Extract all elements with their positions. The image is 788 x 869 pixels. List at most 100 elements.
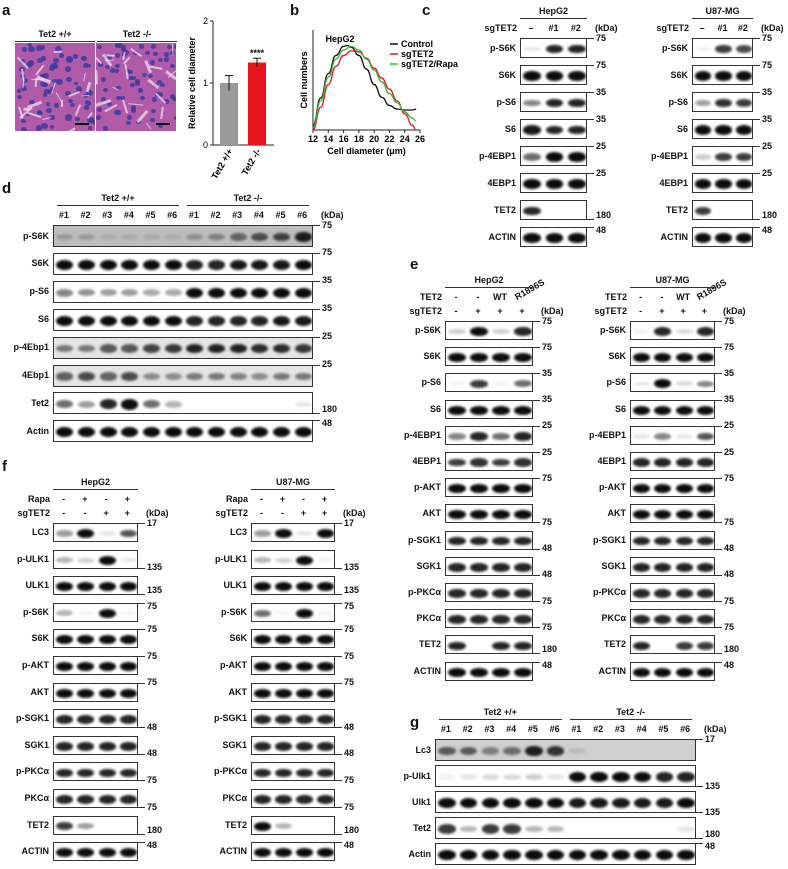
blot-p-4ebp1: [53, 336, 313, 359]
x-tick-label: 26: [415, 134, 425, 144]
blot-sgk1: [630, 556, 715, 576]
band: [481, 824, 500, 834]
band: [633, 771, 652, 783]
nucleus: [126, 115, 132, 120]
band: [119, 795, 137, 804]
band: [272, 343, 291, 354]
band: [296, 715, 313, 724]
nucleus: [159, 82, 165, 88]
band: [470, 353, 488, 363]
band: [492, 353, 510, 363]
band: [56, 662, 74, 671]
marker-tick: [138, 807, 145, 808]
kda-marker: 35: [322, 275, 333, 286]
kda-marker: 48: [596, 225, 607, 235]
nucleus: [105, 64, 111, 70]
nucleus: [116, 85, 122, 91]
band: [525, 746, 543, 756]
blot-lc3: [251, 523, 335, 542]
blot-row-label: p-S6K: [661, 42, 688, 53]
blot-row-label: Ulk1: [411, 796, 431, 807]
panel-label-b: b: [290, 2, 300, 19]
nucleus: [58, 52, 65, 58]
band: [251, 315, 269, 326]
marker-tick: [138, 842, 145, 844]
band: [275, 662, 292, 671]
band: [677, 849, 695, 861]
band: [633, 458, 651, 467]
blot-p-s6: [53, 280, 313, 303]
band: [254, 795, 271, 804]
blot-row-label: Actin: [408, 848, 432, 859]
blot-row-label: p-SGK1: [592, 534, 626, 545]
kda-unit-label: (kDa): [541, 306, 564, 316]
blot-title: U87-MG: [275, 477, 310, 487]
condition-value: -: [260, 494, 263, 504]
kda-marker: 48: [724, 659, 735, 670]
band: [164, 372, 182, 380]
nucleus: [29, 99, 35, 105]
condition-value: +: [321, 494, 328, 504]
nucleus: [170, 94, 175, 99]
condition-value: -: [454, 306, 458, 316]
band: [294, 259, 312, 271]
blot-row-label: S6K: [498, 69, 516, 80]
blot-row-label: TET2: [665, 204, 688, 215]
y-tick-label: 2: [203, 16, 208, 26]
band: [567, 179, 586, 189]
band: [251, 287, 269, 298]
nucleus: [138, 44, 144, 49]
nucleus: [140, 95, 146, 101]
marker-tick: [753, 119, 760, 120]
band: [275, 742, 292, 751]
blot-4ebp1: [630, 452, 715, 471]
band: [98, 848, 116, 858]
band: [296, 688, 313, 698]
band: [77, 742, 95, 751]
blot-p-s6k: [630, 321, 715, 340]
nucleus: [158, 123, 164, 128]
blot-row-label: p-S6: [668, 96, 688, 107]
band: [186, 259, 204, 270]
band: [77, 768, 95, 778]
band: [654, 353, 672, 363]
band: [514, 563, 532, 572]
band: [492, 589, 510, 598]
band: [98, 662, 116, 671]
condition-value: #5: [658, 724, 669, 734]
kda-marker: 75: [147, 677, 158, 688]
y-tick-label: 0: [203, 140, 208, 150]
band: [695, 46, 712, 52]
band: [695, 179, 712, 189]
blot-row-label: S6K: [31, 258, 49, 269]
nucleus: [43, 93, 48, 97]
condition-label: sgTET2: [215, 508, 248, 518]
nucleus: [44, 89, 50, 95]
band: [207, 372, 226, 381]
nucleus: [120, 95, 126, 101]
band: [696, 667, 714, 677]
blot-s6k: [251, 629, 335, 649]
kda-marker: 180: [705, 829, 721, 839]
band: [164, 401, 182, 408]
blot-p-s6: [692, 92, 753, 112]
blot-row-label: TET2: [493, 204, 516, 215]
marker-tick: [715, 574, 722, 576]
band: [525, 849, 543, 861]
condition-value: +: [680, 306, 686, 316]
band: [696, 432, 714, 441]
marker-tick: [533, 425, 540, 427]
band: [696, 563, 714, 572]
band: [492, 667, 510, 677]
band: [633, 589, 651, 598]
blot-row-label: S6: [614, 403, 626, 414]
nucleus: [49, 65, 55, 71]
blot-row-label: p-S6: [496, 96, 516, 107]
nucleus: [115, 53, 121, 58]
blot-row-label: p-ULK1: [215, 553, 247, 564]
nucleus: [53, 58, 59, 64]
marker-tick: [138, 753, 145, 755]
blot-row-label: p-PKCα: [213, 766, 247, 777]
kda-marker: 25: [762, 167, 773, 178]
header-line: [251, 489, 335, 490]
